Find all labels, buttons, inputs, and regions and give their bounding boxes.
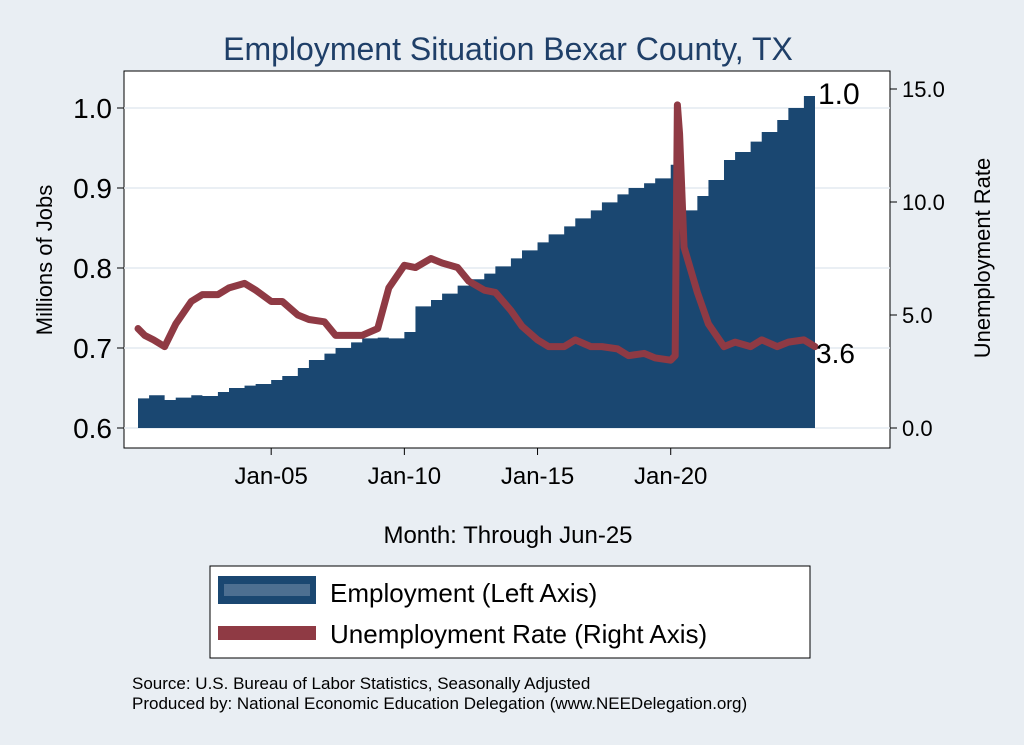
- y-left-tick-label-0: 0.6: [73, 413, 112, 444]
- y-right-tick-label-1: 5.0: [902, 303, 933, 328]
- x-axis-title: Month: Through Jun-25: [383, 522, 632, 549]
- producer-note: Produced by: National Economic Education…: [132, 694, 747, 713]
- y-right-axis-title: Unemployment Rate: [970, 158, 995, 359]
- legend-swatch-unemployment: [218, 626, 316, 640]
- legend-label-employment: Employment (Left Axis): [330, 578, 597, 608]
- y-right-tick-label-2: 10.0: [902, 190, 945, 215]
- unemployment-line-layer: [134, 101, 819, 364]
- y-left-axis-title: Millions of Jobs: [32, 185, 57, 335]
- x-tick-label-2: Jan-15: [501, 463, 574, 490]
- employment-area-layer: [138, 88, 815, 428]
- y-left-tick-label-4: 1.0: [73, 93, 112, 124]
- unemployment-end-label: 3.6: [816, 338, 855, 369]
- y-right-tick-label-0: 0.0: [902, 416, 933, 441]
- y-left-tick-label-1: 0.7: [73, 333, 112, 364]
- employment-end-label: 1.0: [818, 78, 860, 111]
- chart-title: Employment Situation Bexar County, TX: [223, 31, 793, 67]
- x-tick-label-0: Jan-05: [234, 463, 307, 490]
- legend-swatch-employment-inner: [224, 584, 310, 596]
- y-left-tick-label-2: 0.8: [73, 253, 112, 284]
- source-note: Source: U.S. Bureau of Labor Statistics,…: [132, 674, 590, 693]
- legend: Employment (Left Axis) Unemployment Rate…: [209, 565, 811, 659]
- x-tick-label-3: Jan-20: [634, 463, 707, 490]
- y-left-tick-label-3: 0.9: [73, 173, 112, 204]
- unemployment-line: [134, 101, 819, 364]
- employment-area: [138, 88, 815, 428]
- y-right-tick-label-3: 15.0: [902, 77, 945, 102]
- axes: 0.6 0.7 0.8 0.9 1.0 0.0 5.0 10.0 15.0 Jan-05 Jan-1…: [73, 77, 945, 490]
- legend-label-unemployment: Unemployment Rate (Right Axis): [330, 619, 707, 649]
- x-tick-label-1: Jan-10: [368, 463, 441, 490]
